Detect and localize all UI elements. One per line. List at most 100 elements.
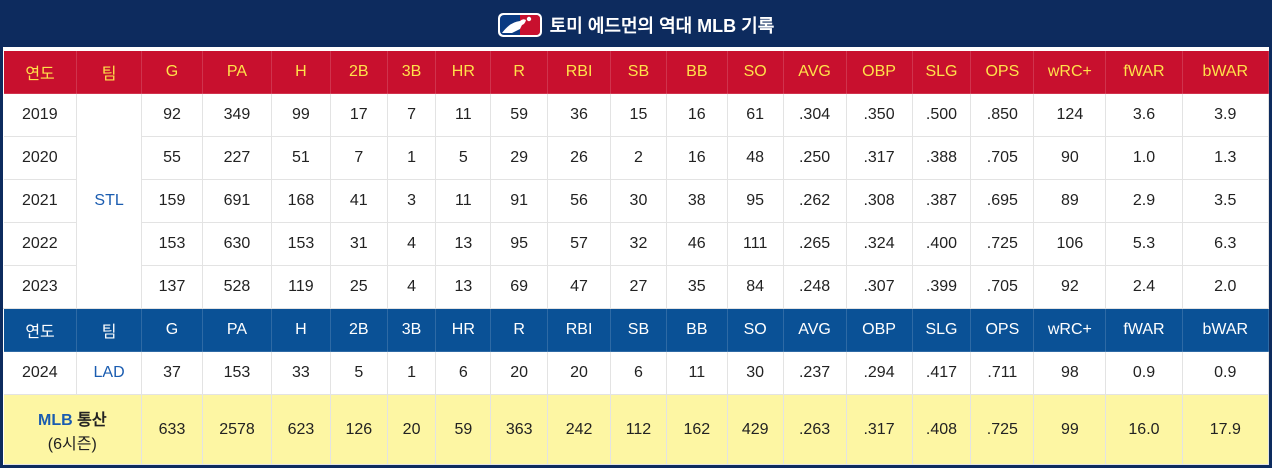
table-row: 2021 159 691 168 41 3 11 91 56 30 38 95.262.308.387… xyxy=(3,179,1270,223)
stat-cell: 7 xyxy=(387,93,437,137)
stat-cell: 11 xyxy=(666,351,728,395)
stat-cell: 111 xyxy=(727,222,784,266)
total-label-mlb: MLB xyxy=(38,411,73,429)
stat-cell: .294 xyxy=(846,351,913,395)
stat-cell: 0.9 xyxy=(1105,351,1183,395)
stat-cell: 6 xyxy=(435,351,492,395)
stat-cell: 98 xyxy=(1033,351,1107,395)
total-stat-cell: 20 xyxy=(387,394,437,465)
year-cell: 2022 xyxy=(3,222,78,266)
header-row-lad: 연도 팀 G PA H 2B 3B HR R RBI SB BB SO AVG OBP SLG OPS wRC+ f… xyxy=(2,308,1270,352)
stat-cell: .250 xyxy=(783,136,847,180)
stat-cell: 1 xyxy=(387,136,437,180)
total-stat-cell: .725 xyxy=(970,394,1035,465)
table-row: 2023 137 528 119 25 4 13 69 47 27 35 84.248.307.399… xyxy=(3,265,1270,309)
stat-cell: 32 xyxy=(610,222,667,266)
year-cell: 2024 xyxy=(3,351,78,395)
stat-cell: 2 xyxy=(610,136,667,180)
stat-cell: .304 xyxy=(783,93,847,137)
column-header: RBI xyxy=(547,308,612,352)
column-header: HR xyxy=(435,50,492,94)
total-label-seasons: (6시즌) xyxy=(47,435,97,453)
stat-cell: 99 xyxy=(271,93,331,137)
stat-cell: 5 xyxy=(330,351,388,395)
stat-cell: 16 xyxy=(666,93,728,137)
stat-cell: 153 xyxy=(202,351,273,395)
stat-cell: 528 xyxy=(202,265,273,309)
stat-cell: 47 xyxy=(547,265,612,309)
stat-cell: 46 xyxy=(666,222,728,266)
stat-cell: 15 xyxy=(610,93,667,137)
stat-cell: 84 xyxy=(727,265,784,309)
stat-cell: 2.9 xyxy=(1105,179,1183,223)
column-header: SB xyxy=(610,50,667,94)
stat-cell: 33 xyxy=(271,351,331,395)
stat-cell: 1.0 xyxy=(1105,136,1183,180)
stat-cell: 57 xyxy=(547,222,612,266)
column-header: SB xyxy=(610,308,667,352)
stat-cell: 56 xyxy=(547,179,612,223)
total-stat-cell: 242 xyxy=(547,394,612,465)
column-header: OBP xyxy=(845,50,913,94)
column-header: OPS xyxy=(970,308,1035,352)
stat-cell: 59 xyxy=(490,93,549,137)
stat-cell: 11 xyxy=(435,93,492,137)
stat-cell: .350 xyxy=(846,93,913,137)
stat-cell: 0.9 xyxy=(1182,351,1270,395)
stat-cell: 2.4 xyxy=(1105,265,1183,309)
total-stat-cell: 126 xyxy=(330,394,388,465)
stat-cell: .262 xyxy=(783,179,847,223)
mlb-logo-icon xyxy=(497,13,542,37)
stat-cell: .387 xyxy=(912,179,972,223)
column-header: 3B xyxy=(386,50,437,94)
stat-cell: .400 xyxy=(912,222,972,266)
stat-cell: 95 xyxy=(727,179,784,223)
stat-cell: 26 xyxy=(547,136,612,180)
career-total-row: MLB 통산 (6시즌) 633 2578 623 126 20 59 363 242 112 1… xyxy=(3,394,1270,465)
stat-cell: 35 xyxy=(666,265,728,309)
stat-cell: 153 xyxy=(271,222,331,266)
stat-cell: 6.3 xyxy=(1182,222,1270,266)
stat-cell: 3.9 xyxy=(1182,93,1270,137)
stat-cell: .500 xyxy=(912,93,972,137)
stat-cell: 31 xyxy=(330,222,388,266)
column-header: G xyxy=(141,308,203,352)
stat-cell: 11 xyxy=(435,179,492,223)
column-header: 2B xyxy=(329,308,388,352)
stat-cell: 41 xyxy=(330,179,388,223)
stat-cell: 89 xyxy=(1033,179,1107,223)
stat-cell: 3 xyxy=(387,179,437,223)
column-header: OBP xyxy=(845,308,913,352)
table-row: 2022 153 630 153 31 4 13 95 57 32 46 111.265.324.40… xyxy=(3,222,1270,266)
stat-cell: .725 xyxy=(970,222,1035,266)
stat-cell: .307 xyxy=(846,265,913,309)
column-header: fWAR xyxy=(1105,50,1183,94)
stat-cell: 349 xyxy=(202,93,273,137)
stat-cell: 5 xyxy=(435,136,492,180)
stat-cell: 3.6 xyxy=(1105,93,1183,137)
column-header: HR xyxy=(435,308,492,352)
total-stat-cell: 633 xyxy=(141,394,203,465)
table-row: 2024 LAD 37 153 33 5 1 6 20 20 6 11 30.237.294.417.7… xyxy=(3,351,1270,395)
column-header: 2B xyxy=(329,50,388,94)
header-row-stl: 연도 팀 G PA H 2B 3B HR R RBI SB BB SO AVG OBP SLG OPS wRC+ f… xyxy=(2,50,1270,94)
stat-cell: 27 xyxy=(610,265,667,309)
column-header: PA xyxy=(201,308,273,352)
column-header: OPS xyxy=(970,50,1035,94)
column-header: fWAR xyxy=(1105,308,1183,352)
stat-cell: 153 xyxy=(141,222,203,266)
stat-cell: 37 xyxy=(141,351,203,395)
total-stat-cell: 112 xyxy=(610,394,667,465)
stat-cell: 6 xyxy=(610,351,667,395)
stat-cell: 1.3 xyxy=(1182,136,1270,180)
column-header: 3B xyxy=(386,308,437,352)
stat-cell: .317 xyxy=(846,136,913,180)
total-stat-cell: 162 xyxy=(666,394,728,465)
stat-cell: .237 xyxy=(783,351,847,395)
stat-cell: 630 xyxy=(202,222,273,266)
stat-cell: 159 xyxy=(141,179,203,223)
column-header: R xyxy=(490,308,549,352)
total-stat-cell: 17.9 xyxy=(1182,394,1270,465)
stat-cell: 7 xyxy=(330,136,388,180)
